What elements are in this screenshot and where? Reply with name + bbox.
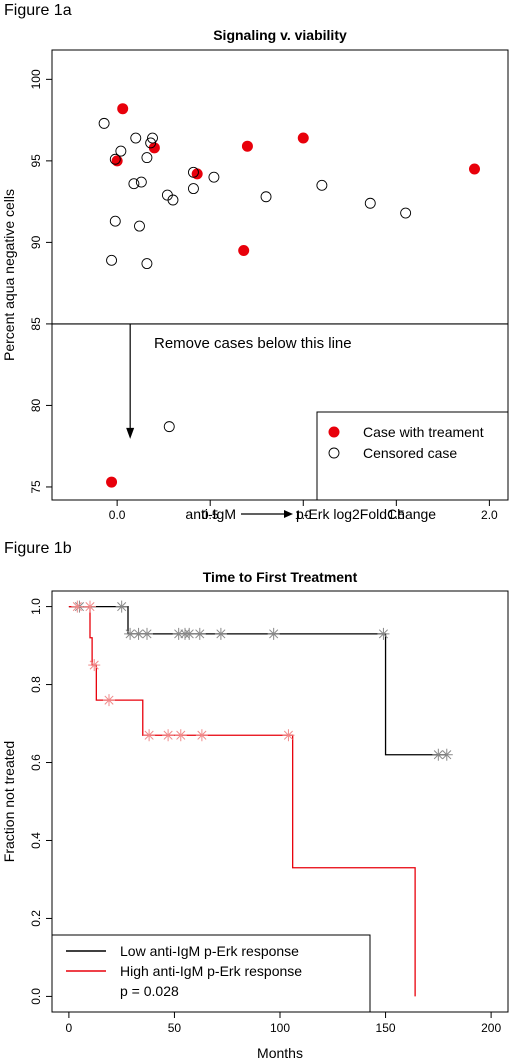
censored-case-point xyxy=(167,194,179,206)
x-tick-label: 0.0 xyxy=(109,508,126,522)
censored-case-point xyxy=(163,421,175,433)
legend-entry: Low anti-IgM p-Erk response xyxy=(120,943,299,959)
high-response-censor-mark xyxy=(162,729,175,742)
censored-case-point xyxy=(128,178,140,190)
censored-case-point xyxy=(106,254,118,266)
legend-box xyxy=(51,934,371,1013)
x-tick-label: 2.0 xyxy=(481,508,498,522)
low-response-curve xyxy=(68,605,447,756)
censored-case-point xyxy=(316,179,328,191)
y-tick-label: 0.8 xyxy=(29,676,43,693)
y-tick-label: 90 xyxy=(29,235,43,249)
legend-entry: Censored case xyxy=(363,445,457,461)
x-tick-label: 100 xyxy=(270,1021,290,1035)
low-response-censor-mark xyxy=(132,627,145,640)
treated-case-point xyxy=(117,103,129,115)
censored-case-point xyxy=(145,137,157,149)
treated-case-point xyxy=(241,140,253,152)
censored-case-point xyxy=(109,215,121,227)
high-response-censor-mark xyxy=(143,729,156,742)
x-axis-label-arrowhead xyxy=(284,510,293,518)
low-response-censor-mark xyxy=(377,627,390,640)
figure-1b-label: Figure 1b xyxy=(4,540,72,557)
censored-case-point xyxy=(208,171,220,183)
y-tick-label: 75 xyxy=(29,480,43,494)
treated-case-point xyxy=(468,163,480,175)
y-tick-label: 0.0 xyxy=(29,988,43,1005)
x-axis-label-left: anti-IgM xyxy=(185,506,236,522)
figure-1a-label: Figure 1a xyxy=(4,2,72,19)
censored-case-point xyxy=(141,258,153,270)
low-response-censor-mark xyxy=(267,627,280,640)
censored-case-point xyxy=(147,132,158,144)
y-tick-label: 0.2 xyxy=(29,910,43,927)
treated-case-point xyxy=(238,245,250,257)
x-tick-label: 1.5 xyxy=(388,508,405,522)
y-tick-label: 85 xyxy=(29,317,43,331)
high-response-curve xyxy=(68,605,416,997)
y-axis-label: Fraction not treated xyxy=(1,741,17,862)
legend-entry: High anti-IgM p-Erk response xyxy=(120,963,302,979)
low-response-censor-mark xyxy=(440,748,453,761)
x-tick-label: 50 xyxy=(168,1021,182,1035)
legend-entry: Case with treament xyxy=(363,424,484,440)
y-tick-label: 80 xyxy=(29,398,43,412)
legend-box xyxy=(316,411,509,501)
high-response-censor-mark xyxy=(103,694,115,707)
low-response-censor-mark xyxy=(183,627,196,640)
censored-case-point xyxy=(130,132,142,144)
p-value-text: p = 0.028 xyxy=(120,983,179,999)
censored-case-point xyxy=(400,207,412,219)
threshold-annotation: Remove cases below this line xyxy=(154,335,352,352)
x-tick-label: 1.0 xyxy=(295,508,312,522)
treated-case-point xyxy=(297,132,309,144)
y-tick-label: 95 xyxy=(29,154,43,168)
censored-case-point xyxy=(188,183,199,195)
plot-frame xyxy=(51,49,509,501)
x-tick-label: 150 xyxy=(376,1021,396,1035)
legend-marker-treated xyxy=(328,426,340,438)
treated-case-point xyxy=(111,155,123,167)
y-tick-label: 0.4 xyxy=(29,832,43,849)
x-axis-label-right: p-Erk log2FoldChange xyxy=(296,506,436,522)
y-tick-label: 1.0 xyxy=(29,598,43,615)
y-tick-label: 100 xyxy=(29,69,43,89)
censored-case-point xyxy=(260,191,272,203)
low-response-censor-mark xyxy=(193,627,206,640)
low-response-censor-mark xyxy=(115,600,128,613)
censored-case-point xyxy=(364,197,376,209)
treated-case-point xyxy=(106,476,118,488)
y-axis-label: Percent aqua negative cells xyxy=(1,189,17,361)
censored-case-point xyxy=(141,152,153,164)
x-tick-label: 200 xyxy=(481,1021,501,1035)
legend-marker-censored xyxy=(328,447,340,459)
censored-case-point xyxy=(109,153,121,165)
high-response-censor-mark xyxy=(195,729,208,742)
x-axis-label: Months xyxy=(257,1045,303,1061)
low-response-censor-mark xyxy=(214,627,227,640)
censored-case-point xyxy=(188,166,199,178)
high-response-censor-mark xyxy=(174,729,187,742)
high-response-censor-mark xyxy=(88,659,101,672)
removal-arrow-head xyxy=(126,427,135,439)
high-response-censor-mark xyxy=(282,729,295,742)
high-response-censor-mark xyxy=(71,600,84,613)
censored-case-point xyxy=(98,117,110,129)
censored-case-point xyxy=(115,145,127,157)
scatter-chart-signaling: Signaling v. viability 75 80 85 90 95 100 0.0 0.… xyxy=(1,27,509,522)
low-response-censor-mark xyxy=(141,627,153,640)
low-response-censor-mark xyxy=(172,627,185,640)
x-tick-label: 0 xyxy=(66,1021,73,1035)
high-response-censor-mark xyxy=(84,600,96,613)
x-tick-label: 0.5 xyxy=(202,508,219,522)
censored-case-point xyxy=(134,220,145,232)
y-tick-label: 0.6 xyxy=(29,754,43,771)
censored-case-point xyxy=(135,176,147,188)
chart-title: Signaling v. viability xyxy=(213,27,347,43)
chart-title: Time to First Treatment xyxy=(203,569,358,585)
